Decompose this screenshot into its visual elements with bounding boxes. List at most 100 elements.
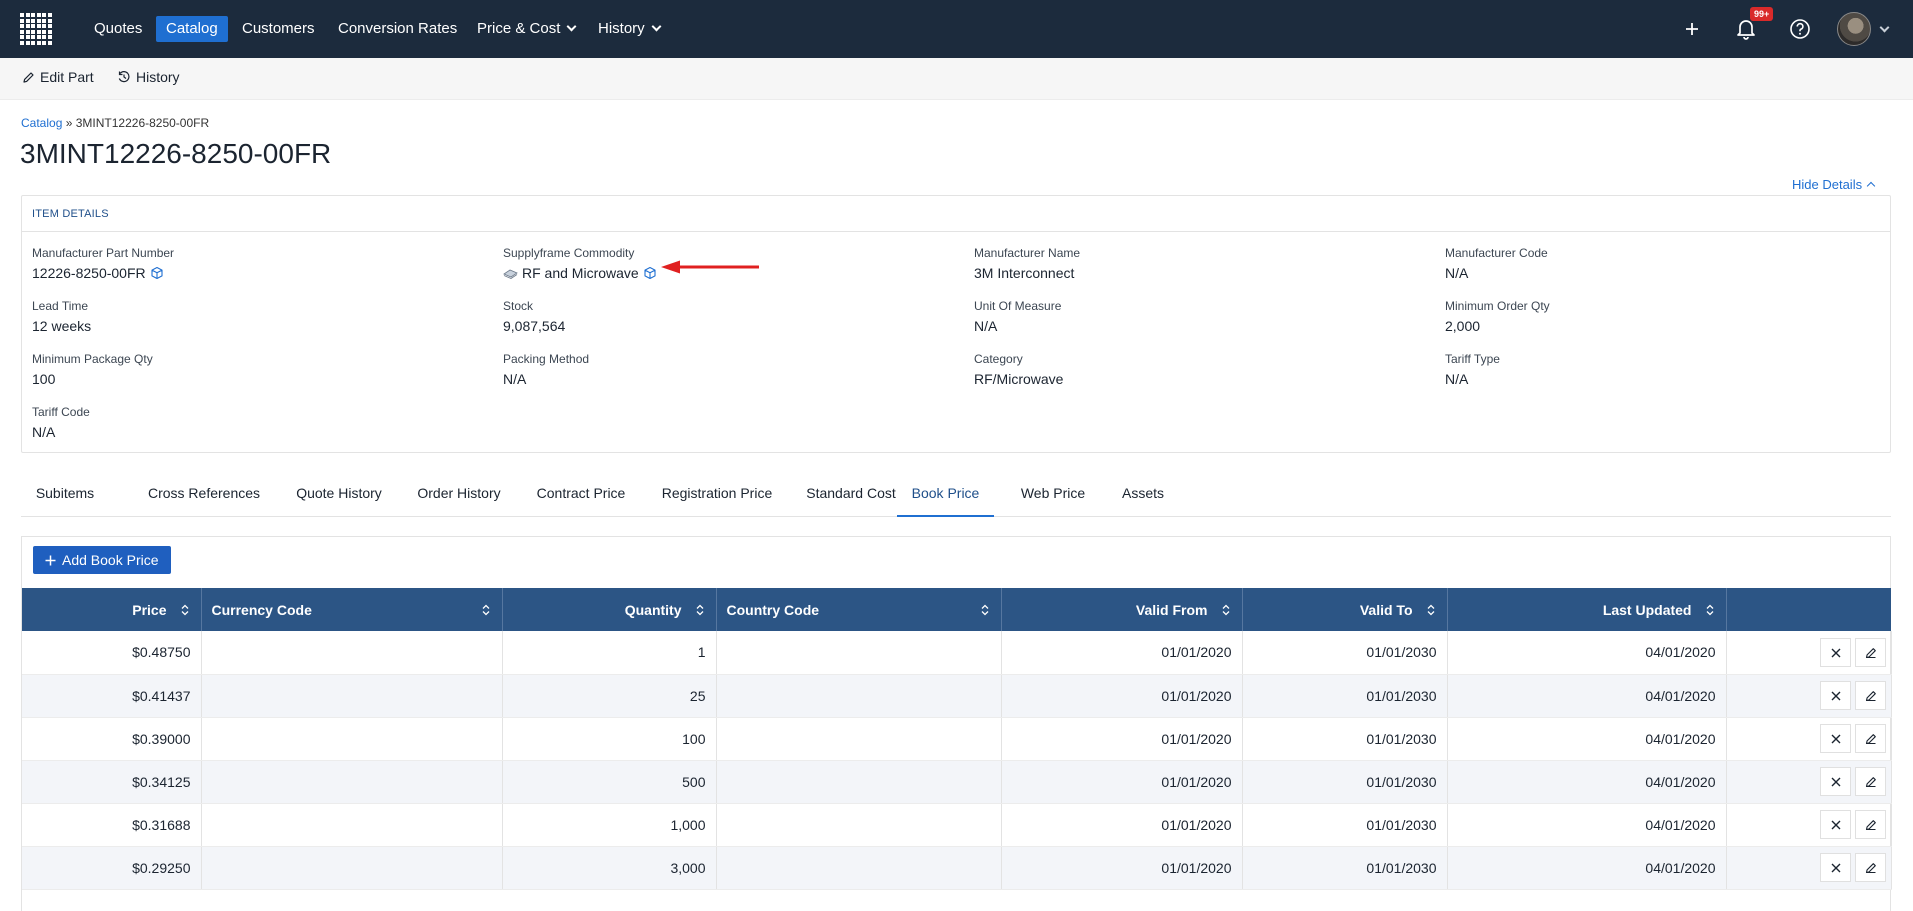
sort-icon [1222,604,1229,616]
delete-button[interactable] [1819,767,1851,796]
cell-currency-code [201,674,503,718]
cell-quantity: 100 [502,717,717,761]
field-label: Unit Of Measure [974,299,1062,313]
tab-quote-history[interactable]: Quote History [274,478,404,517]
cell-country-code [716,717,1002,761]
field-unit-of-measure: Unit Of Measure N/A [974,299,1414,334]
field-category: Category RF/Microwave [974,352,1414,387]
delete-button[interactable] [1819,637,1851,667]
edit-button[interactable] [1854,810,1886,839]
nav-item-quotes[interactable]: Quotes [84,16,152,42]
close-icon [1831,777,1840,787]
chevron-down-icon [651,21,662,32]
nav-label: Conversion Rates [338,20,458,37]
field-manufacturer-code: Manufacturer Code N/A [1445,246,1885,281]
edit-button[interactable] [1854,724,1886,753]
column-header-valid-to[interactable]: Valid To [1242,588,1448,631]
history-label: History [136,69,180,85]
edit-button[interactable] [1854,681,1886,710]
field-manufacturer-name: Manufacturer Name 3M Interconnect [974,246,1414,281]
plus-icon[interactable] [1677,14,1707,44]
cell-valid-to: 01/01/2030 [1242,674,1448,718]
edit-button[interactable] [1854,767,1886,796]
cell-valid-to: 01/01/2030 [1242,846,1448,890]
field-label: Manufacturer Name [974,246,1081,260]
field-value: 3M Interconnect [974,265,1075,281]
cell-currency-code [201,717,503,761]
breadcrumb-catalog-link[interactable]: Catalog [21,116,63,130]
tab-registration-price[interactable]: Registration Price [632,478,802,517]
cube-icon[interactable] [150,266,164,280]
nav-item-catalog[interactable]: Catalog [156,16,228,42]
column-header-price[interactable]: Price [22,588,202,631]
cell-country-code [716,674,1002,718]
pencil-icon [1865,647,1876,658]
edit-part-button[interactable]: Edit Part [22,69,94,85]
cell-quantity: 500 [502,760,717,804]
avatar[interactable] [1837,12,1871,46]
field-value: N/A [1445,371,1469,387]
cell-valid-to: 01/01/2030 [1242,717,1448,761]
nav-item-customers[interactable]: Customers [232,16,325,42]
bell-icon[interactable] [1731,14,1761,44]
tab-assets[interactable]: Assets [1098,478,1188,517]
table-row: $0.41437 25 01/01/2020 01/01/2030 04/01/2020 [22,674,1892,718]
field-value: RF/Microwave [974,371,1064,387]
field-label: Minimum Order Qty [1445,299,1550,313]
field-minimum-order-qty: Minimum Order Qty 2,000 [1445,299,1885,334]
field-value: 2,000 [1445,318,1481,334]
pencil-icon [23,71,34,83]
tab-label: Web Price [1020,485,1086,501]
delete-button[interactable] [1819,810,1851,839]
hide-details-toggle[interactable]: Hide Details [1792,177,1876,192]
column-header-last-updated[interactable]: Last Updated [1447,588,1727,631]
cell-currency-code [201,846,503,890]
column-header-currency-code[interactable]: Currency Code [201,588,503,631]
cell-actions [1726,717,1892,761]
hide-details-label: Hide Details [1792,177,1863,192]
nav-item-price-cost[interactable]: Price & Cost [467,16,585,42]
history-button[interactable]: History [117,69,180,85]
tab-book-price[interactable]: Book Price [897,478,994,517]
column-header-valid-from[interactable]: Valid From [1001,588,1243,631]
field-value-text: RF and Microwave [522,265,639,281]
tab-contract-price[interactable]: Contract Price [511,478,651,517]
grid-logo-icon[interactable] [20,13,53,45]
tab-subitems[interactable]: Subitems [21,478,109,517]
column-header-quantity[interactable]: Quantity [502,588,717,631]
add-book-price-label: Add Book Price [62,552,159,568]
tab-web-price[interactable]: Web Price [1006,478,1100,517]
column-header-label: Valid To [1359,601,1413,618]
item-details-heading: ITEM DETAILS [22,196,1890,232]
nav-item-conversion-rates[interactable]: Conversion Rates [328,16,467,42]
column-header-label: Quantity [624,601,682,618]
delete-button[interactable] [1819,724,1851,753]
nav-item-history[interactable]: History [588,16,670,42]
add-book-price-button[interactable]: Add Book Price [33,546,171,574]
delete-button[interactable] [1819,681,1851,710]
sort-icon [1706,604,1713,616]
cell-valid-to: 01/01/2030 [1242,631,1448,675]
field-value: N/A [1445,265,1469,281]
edit-button[interactable] [1854,637,1886,667]
tab-standard-cost[interactable]: Standard Cost [786,478,916,517]
cell-last-updated: 04/01/2020 [1447,803,1727,847]
table-row: $0.29250 3,000 01/01/2020 01/01/2030 04/01/2… [22,846,1892,890]
column-header-country-code[interactable]: Country Code [716,588,1002,631]
tab-order-history[interactable]: Order History [394,478,524,517]
tab-cross-references[interactable]: Cross References [119,478,289,517]
cell-country-code [716,760,1002,804]
cube-icon[interactable] [643,266,657,280]
chevron-down-icon[interactable] [1879,22,1890,33]
edit-button[interactable] [1854,853,1886,882]
tab-label: Cross References [147,485,261,501]
history-icon [118,71,130,83]
nav-label: Catalog [166,20,218,37]
delete-button[interactable] [1819,853,1851,882]
tab-label: Contract Price [536,485,626,501]
help-icon[interactable] [1785,14,1815,44]
close-icon [1831,734,1840,744]
cell-last-updated: 04/01/2020 [1447,846,1727,890]
cell-last-updated: 04/01/2020 [1447,717,1727,761]
plus-icon [45,555,56,565]
